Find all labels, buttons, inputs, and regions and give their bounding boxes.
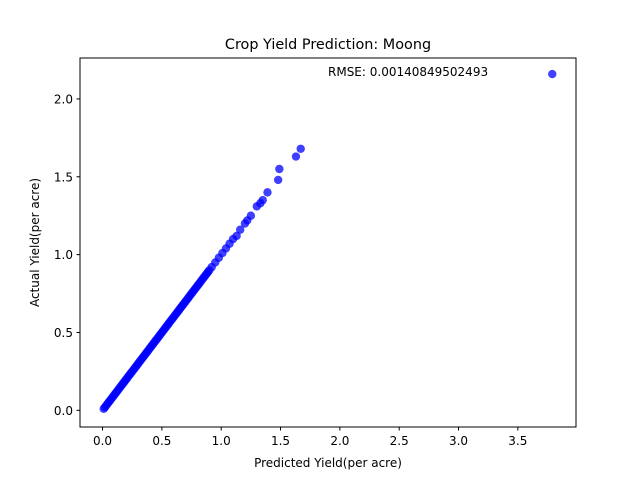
x-tick-label: 3.5 — [508, 434, 527, 448]
data-point — [263, 188, 272, 197]
x-tick-label: 2.5 — [390, 434, 409, 448]
y-tick-label: 0.5 — [54, 326, 73, 340]
scatter-points — [99, 69, 557, 413]
plot-frame — [79, 57, 577, 428]
x-axis-label: Predicted Yield(per acre) — [254, 456, 402, 470]
y-tick-label: 1.5 — [54, 170, 73, 184]
data-point — [273, 175, 283, 185]
data-point — [275, 164, 284, 174]
data-point — [296, 144, 305, 153]
y-tick-label: 0.0 — [54, 404, 73, 418]
x-tick-label: 0.5 — [152, 434, 171, 448]
y-tick-label: 1.0 — [54, 248, 73, 262]
x-tick-label: 2.0 — [330, 434, 349, 448]
data-point — [291, 152, 301, 161]
data-point — [246, 211, 256, 220]
y-tick-label: 2.0 — [54, 92, 73, 106]
data-point — [548, 69, 557, 79]
x-tick-label: 1.0 — [212, 434, 231, 448]
data-point — [235, 225, 245, 234]
y-axis: 0.0 0.5 1.0 1.5 2.0 — [54, 92, 80, 418]
rmse-annotation: RMSE: 0.00140849502493 — [328, 65, 488, 79]
x-tick-label: 3.0 — [449, 434, 468, 448]
data-point — [258, 195, 267, 205]
x-tick-label: 1.5 — [271, 434, 290, 448]
y-axis-label: Actual Yield(per acre) — [28, 178, 42, 307]
chart-title: Crop Yield Prediction: Moong — [225, 37, 431, 53]
x-axis: 0.0 0.5 1.0 1.5 2.0 2.5 3.0 3.5 — [93, 427, 527, 448]
data-point — [232, 231, 241, 241]
x-tick-label: 0.0 — [93, 434, 112, 448]
